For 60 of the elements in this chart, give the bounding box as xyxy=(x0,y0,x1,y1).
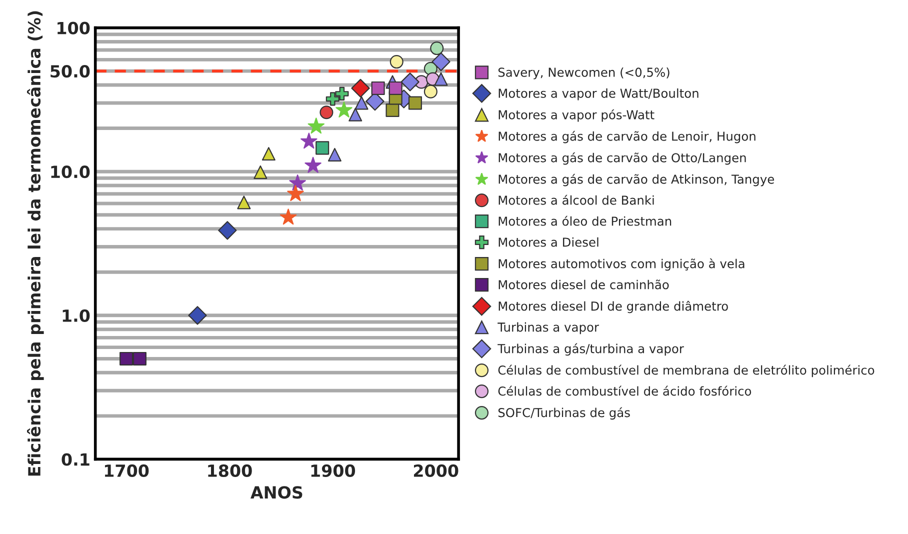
point xyxy=(335,86,349,100)
legend-label: Motores a óleo de Priestman xyxy=(498,216,672,226)
point xyxy=(354,96,368,110)
point xyxy=(408,96,422,110)
point xyxy=(300,132,318,149)
y-tick-label: 1.0 xyxy=(62,309,90,322)
legend-label: Motores a gás de carvão de Atkinson, Tangye xyxy=(498,174,774,186)
legend-label: Motores automotivos com ignição à vela xyxy=(498,258,744,271)
point xyxy=(326,92,340,106)
legend-label: Motores a vapor de Watt/Boulton xyxy=(498,88,698,100)
point xyxy=(320,106,334,120)
point xyxy=(348,108,362,122)
legend-label: Motores diesel de caminhão xyxy=(498,280,669,290)
point xyxy=(304,156,322,173)
point xyxy=(218,221,237,240)
legend-label: Savery, Newcomen (<0,5%) xyxy=(498,67,670,80)
point xyxy=(328,148,342,162)
legend-label: Turbinas a vapor xyxy=(498,322,600,334)
point xyxy=(132,352,146,366)
legend-label: Turbinas a gás/turbina a vapor xyxy=(498,343,684,356)
point xyxy=(336,101,352,118)
legend-label: Motores a vapor pós-Watt xyxy=(498,109,654,122)
x-tick-label: 2000 xyxy=(414,464,458,477)
legend-label: Motores a álcool de Banki xyxy=(498,194,654,205)
point xyxy=(351,78,370,98)
point xyxy=(371,81,385,95)
point xyxy=(388,81,402,95)
point xyxy=(308,118,325,134)
point xyxy=(262,147,276,161)
x-tick-label: 1800 xyxy=(208,464,252,477)
legend-label: Motores a gás de carvão de Lenoir, Hugon xyxy=(498,130,756,144)
point xyxy=(280,208,297,225)
point xyxy=(254,165,268,179)
legend-label: Células de combustível de membrana de eletrólito polimérico xyxy=(498,364,874,378)
point xyxy=(400,72,420,92)
x-tick-label: 1900 xyxy=(311,464,356,477)
legend-label: SOFC/Turbinas de gás xyxy=(498,407,630,420)
y-tick-label: 50.0 xyxy=(50,65,90,78)
point xyxy=(316,141,330,155)
point xyxy=(188,306,207,325)
point xyxy=(434,72,448,86)
point xyxy=(432,52,450,72)
point xyxy=(390,55,404,69)
y-axis-title: Eficiência pela primeira lei da termomecânica (%) xyxy=(27,11,44,476)
point xyxy=(287,185,304,202)
x-tick-label: 1700 xyxy=(104,464,149,477)
point xyxy=(120,352,134,366)
y-tick-label: 10.0 xyxy=(51,166,90,178)
legend-label: Motores diesel DI de grande diâmetro xyxy=(498,300,728,314)
point xyxy=(424,84,438,98)
legend-label: Motores a gás de carvão de Otto/Langen xyxy=(498,152,746,165)
y-tick-label: 0.1 xyxy=(62,453,90,466)
point xyxy=(237,196,251,210)
y-tick-label: 100 xyxy=(58,22,90,34)
x-axis-title: ANOS xyxy=(250,486,302,499)
point xyxy=(430,42,444,56)
legend-label: Motores a Diesel xyxy=(498,237,598,247)
point xyxy=(386,103,400,118)
legend-label: Células de combustível de ácido fosfórico xyxy=(498,386,752,396)
point xyxy=(289,174,306,190)
